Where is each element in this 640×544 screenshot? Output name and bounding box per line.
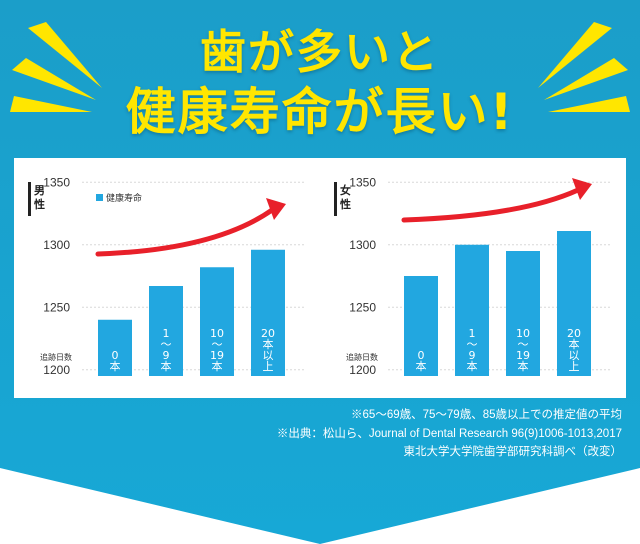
bar: [98, 319, 132, 376]
category-label: 以: [569, 349, 580, 362]
burst-right: [538, 22, 630, 112]
y-tick-label: 1200: [43, 363, 70, 377]
y-tick-label: 1250: [349, 300, 376, 314]
bar: [251, 249, 285, 376]
note-age-groups: ※65〜69歳、75〜79歳、85歳以上での推定値の平均: [351, 409, 622, 421]
burst-left: [10, 22, 102, 112]
note-attribution: 東北大学大学院歯学部研究科調べ（改変）: [403, 446, 623, 458]
y-tick-label: 1350: [349, 175, 376, 189]
category-label: 上: [263, 360, 274, 373]
trend-arrow-head: [266, 198, 286, 220]
bar: [506, 251, 540, 376]
x-axis-title: 追跡日数: [346, 352, 378, 362]
burst-line: [28, 22, 102, 88]
category-label: 本: [416, 359, 427, 373]
category-label: 上: [569, 360, 580, 373]
bar: [557, 231, 591, 376]
category-label: 本: [518, 359, 529, 373]
legend-swatch: [96, 194, 103, 201]
category-label: 20: [567, 327, 581, 340]
chart-male: 男性1200125013001350追跡日数健康寿命0本1〜9本10〜19本20…: [28, 175, 304, 377]
category-label: 1: [163, 327, 170, 340]
burst-line: [548, 96, 630, 112]
category-label: 〜: [161, 338, 172, 351]
panel-label-char: 女: [340, 183, 351, 197]
y-tick-label: 1350: [43, 175, 70, 189]
y-tick-label: 1200: [349, 363, 376, 377]
legend-label: 健康寿命: [106, 192, 142, 204]
category-label: 19: [516, 349, 530, 362]
burst-line: [12, 58, 96, 100]
panel-label-bracket: [28, 182, 31, 216]
category-label: 〜: [518, 338, 529, 351]
panel-label-bracket: [334, 182, 337, 216]
category-label: 0: [418, 349, 425, 362]
category-label: 本: [263, 337, 274, 351]
y-tick-label: 1300: [349, 238, 376, 252]
category-label: 本: [569, 337, 580, 351]
bar: [149, 286, 183, 376]
burst-line: [544, 58, 628, 100]
panel-label-char: 性: [34, 197, 45, 211]
category-label: 9: [469, 349, 476, 362]
headline-line-2: 健康寿命が長い!: [125, 83, 515, 141]
category-label: 10: [210, 327, 224, 340]
panel-label-char: 性: [340, 197, 351, 211]
category-label: 以: [263, 349, 274, 362]
category-label: 本: [212, 359, 223, 373]
category-label: 10: [516, 327, 530, 340]
y-tick-label: 1300: [43, 238, 70, 252]
category-label: 〜: [467, 338, 478, 351]
trend-arrow-shaft: [401, 187, 581, 223]
x-axis-title: 追跡日数: [40, 352, 72, 362]
bar: [455, 244, 489, 376]
trend-arrow-shaft: [95, 207, 275, 257]
category-label: 本: [161, 359, 172, 373]
category-label: 0: [112, 349, 119, 362]
bar: [200, 267, 234, 376]
trend-arrow-head: [572, 178, 592, 200]
category-label: 20: [261, 327, 275, 340]
bar: [404, 276, 438, 376]
category-label: 1: [469, 327, 476, 340]
y-tick-label: 1250: [43, 300, 70, 314]
burst-line: [538, 22, 612, 88]
charts-panel: 男性 1200 1250 1300 1350 追跡日数 健康寿命 0 本 1 〜 9 本 10 〜 19 本 20…: [14, 158, 626, 398]
category-label: 〜: [212, 338, 223, 351]
category-label: 本: [110, 359, 121, 373]
panel-label-char: 男: [34, 184, 45, 197]
headline-line-1: 歯が多いと: [200, 25, 440, 79]
burst-line: [10, 96, 92, 112]
note-source: ※出典：松山ら、Journal of Dental Research 96(9)…: [276, 428, 622, 440]
category-label: 9: [163, 349, 170, 362]
category-label: 本: [467, 359, 478, 373]
category-label: 19: [210, 349, 224, 362]
